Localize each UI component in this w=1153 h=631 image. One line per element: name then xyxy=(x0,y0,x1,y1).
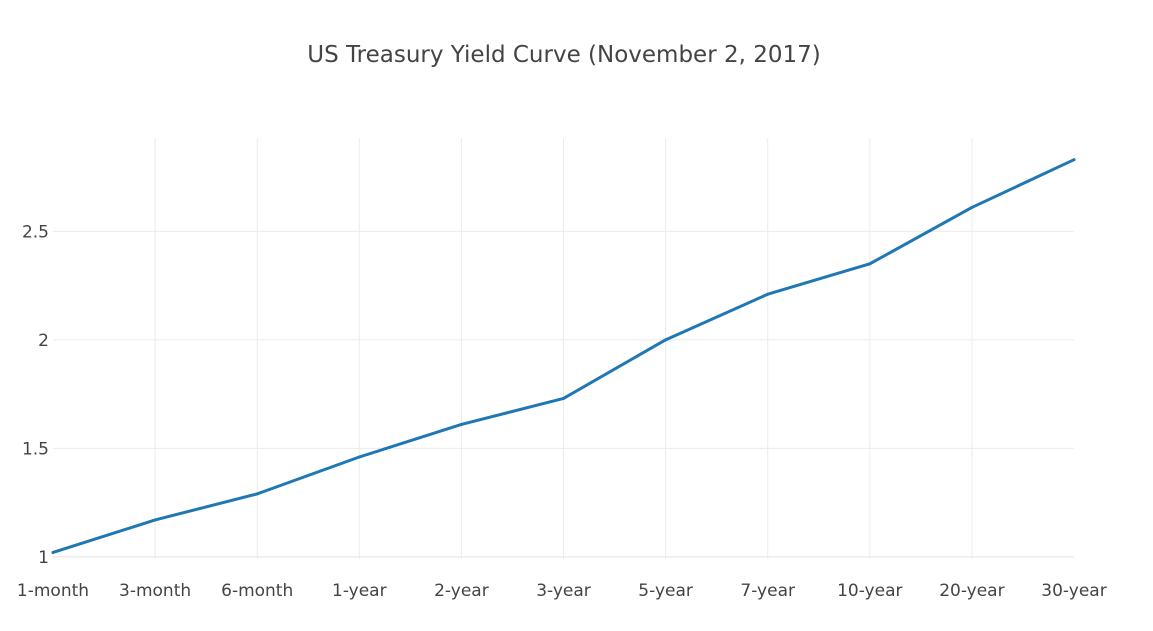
x-tick-label: 3-year xyxy=(536,581,591,601)
grid-layer xyxy=(53,138,1074,559)
y-tick-label: 1.5 xyxy=(22,439,49,459)
x-tick-label: 1-month xyxy=(17,581,89,601)
x-tick-label: 5-year xyxy=(638,581,693,601)
x-axis-ticks: 1-month 3-month 6-month 1-year 2-year 3-year 5… xyxy=(17,581,1107,601)
y-axis-ticks: 1 1.5 2 2.5 xyxy=(22,222,49,568)
x-tick-label: 30-year xyxy=(1041,581,1106,601)
y-tick-label: 2 xyxy=(38,331,49,351)
data-point xyxy=(357,455,361,459)
series-layer xyxy=(51,158,1076,554)
x-tick-label: 10-year xyxy=(837,581,902,601)
data-point xyxy=(1072,158,1076,162)
y-tick-label: 2.5 xyxy=(22,222,49,242)
data-point xyxy=(664,338,668,342)
x-tick-label: 6-month xyxy=(221,581,293,601)
x-tick-label: 3-month xyxy=(119,581,191,601)
chart-title: US Treasury Yield Curve (November 2, 201… xyxy=(307,42,820,68)
data-point xyxy=(970,205,974,209)
x-tick-label: 2-year xyxy=(434,581,489,601)
data-point xyxy=(868,262,872,266)
x-tick-label: 7-year xyxy=(740,581,795,601)
data-point xyxy=(51,550,55,554)
x-tick-label: 1-year xyxy=(332,581,387,601)
x-tick-label: 20-year xyxy=(939,581,1004,601)
data-point xyxy=(766,292,770,296)
data-point xyxy=(153,518,157,522)
data-point xyxy=(255,492,259,496)
y-tick-label: 1 xyxy=(38,548,49,568)
data-point xyxy=(562,396,565,400)
data-point xyxy=(459,422,463,426)
